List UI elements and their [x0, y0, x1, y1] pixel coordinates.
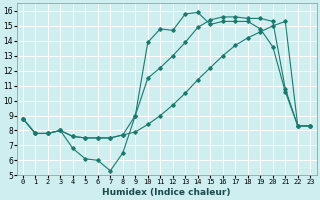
X-axis label: Humidex (Indice chaleur): Humidex (Indice chaleur) — [102, 188, 231, 197]
